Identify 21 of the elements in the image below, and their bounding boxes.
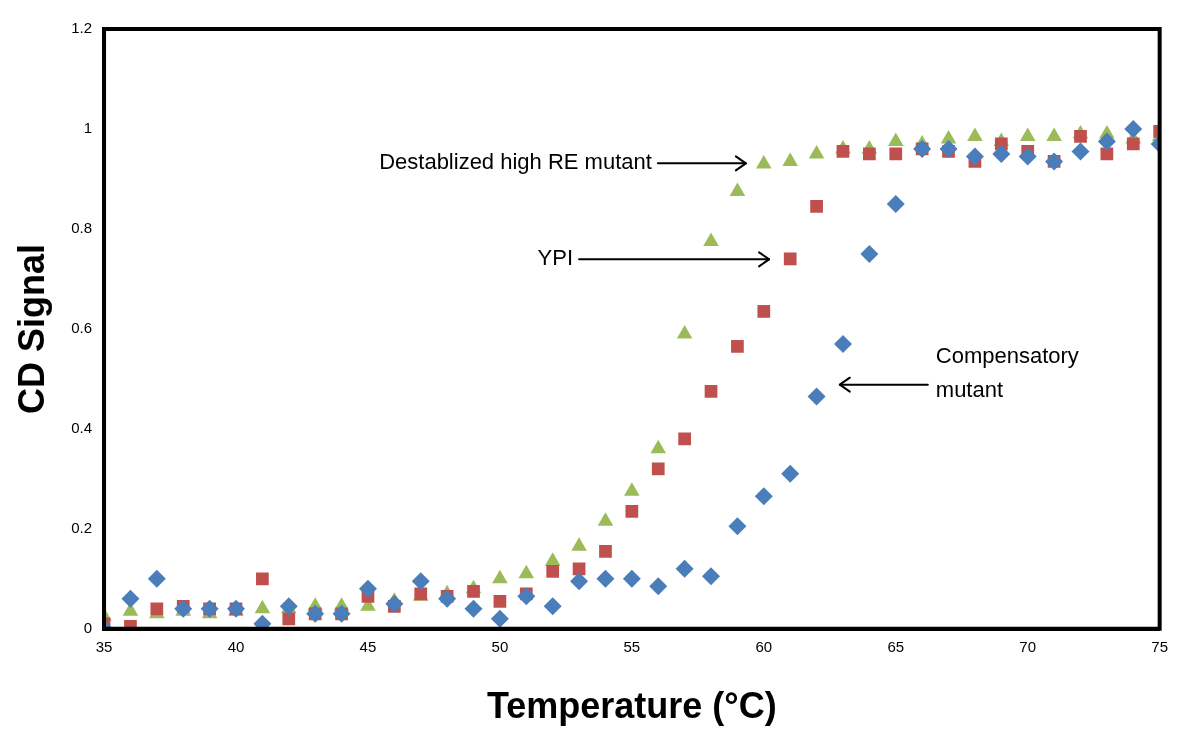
x-tick-label: 40 xyxy=(227,637,245,655)
x-tick-label: 70 xyxy=(1019,637,1037,655)
y-tick-label: 0.8 xyxy=(71,219,93,237)
y-axis-title: CD Signal xyxy=(10,243,52,414)
y-tick-label: 0 xyxy=(83,618,93,636)
annotation: Compensatory mutant xyxy=(935,342,1079,402)
annotation: YPI xyxy=(537,245,574,271)
y-tick-label: 0.6 xyxy=(71,319,93,337)
x-axis-title: Temperature (°C) xyxy=(486,685,777,727)
x-tick-label: 65 xyxy=(887,637,905,655)
x-tick-label: 35 xyxy=(95,637,113,655)
y-tick-label: 1.2 xyxy=(71,19,93,37)
x-tick-label: 75 xyxy=(1151,637,1168,655)
x-tick-label: 50 xyxy=(491,637,509,655)
y-tick-label: 0.2 xyxy=(71,518,93,536)
y-tick-label: 0.4 xyxy=(71,419,93,437)
x-tick-label: 55 xyxy=(623,637,641,655)
y-tick-label: 1 xyxy=(83,119,93,137)
x-tick-label: 45 xyxy=(359,637,377,655)
x-tick-label: 60 xyxy=(755,637,773,655)
annotation: Destablized high RE mutant xyxy=(379,149,652,175)
